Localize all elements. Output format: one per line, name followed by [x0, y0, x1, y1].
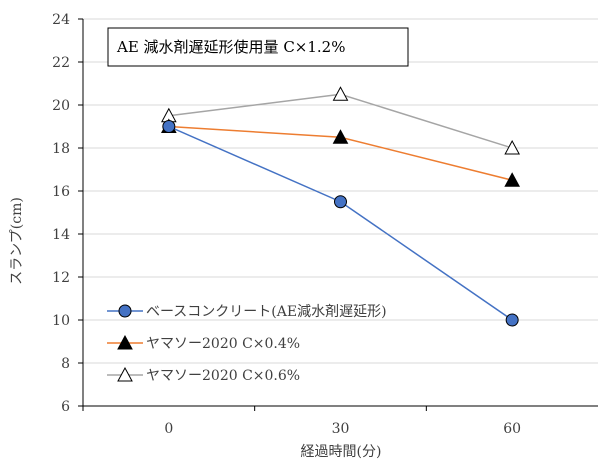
- x-tick-labels: 0 30 60: [164, 421, 521, 437]
- y-tick-label: 12: [52, 270, 70, 286]
- series: [160, 86, 521, 327]
- axes: [78, 18, 598, 411]
- y-tick-label: 8: [61, 356, 70, 372]
- legend-swatch-marker: [118, 304, 132, 318]
- data-point: [162, 120, 176, 133]
- x-tick-label: 60: [503, 421, 521, 437]
- series-line: [168, 125, 513, 321]
- y-tick-label: 16: [52, 184, 70, 200]
- series-3: [160, 86, 521, 155]
- y-tick-label: 6: [61, 399, 70, 415]
- x-axis-label: 経過時間(分): [301, 444, 382, 460]
- y-tick-label: 14: [52, 227, 70, 243]
- annotation-text: AE 減水剤遅延形使用量 C×1.2%: [116, 38, 345, 56]
- y-tick-label: 20: [52, 98, 70, 114]
- data-point: [332, 129, 349, 144]
- data-point: [334, 195, 347, 209]
- x-tick-label: 30: [332, 421, 350, 437]
- legend-item-2: ヤマソー2020 C×0.4%: [107, 334, 300, 352]
- y-axis-label: スランプ(cm): [9, 197, 25, 285]
- data-point: [504, 139, 521, 155]
- legend-item-1: ベースコンクリート(AE減水剤遅延形): [107, 303, 387, 320]
- data-point: [332, 86, 349, 101]
- legend-label: ベースコンクリート(AE減水剤遅延形): [146, 303, 387, 320]
- data-point: [505, 313, 519, 327]
- x-tick-label: 0: [164, 421, 173, 437]
- y-tick-label: 22: [52, 55, 70, 71]
- y-tick-label: 10: [52, 313, 70, 329]
- legend-label: ヤマソー2020 C×0.6%: [146, 368, 300, 384]
- legend-swatch-marker: [117, 334, 133, 350]
- legend-label: ヤマソー2020 C×0.4%: [146, 336, 300, 352]
- gridlines: [83, 18, 598, 364]
- annotation-box: AE 減水剤遅延形使用量 C×1.2%: [107, 27, 409, 67]
- y-tick-label: 24: [52, 12, 70, 28]
- y-tick-label: 18: [52, 141, 70, 157]
- y-tick-labels: 6 8 10 12 14 16 18 20 22 24: [52, 12, 70, 415]
- series-1: [162, 120, 519, 327]
- legend-item-3: ヤマソー2020 C×0.6%: [107, 366, 300, 384]
- series-2: [160, 118, 521, 187]
- legend: ベースコンクリート(AE減水剤遅延形) ヤマソー2020 C×0.4% ヤマソー20…: [107, 303, 387, 384]
- legend-swatch-marker: [117, 366, 133, 382]
- data-point: [504, 172, 521, 187]
